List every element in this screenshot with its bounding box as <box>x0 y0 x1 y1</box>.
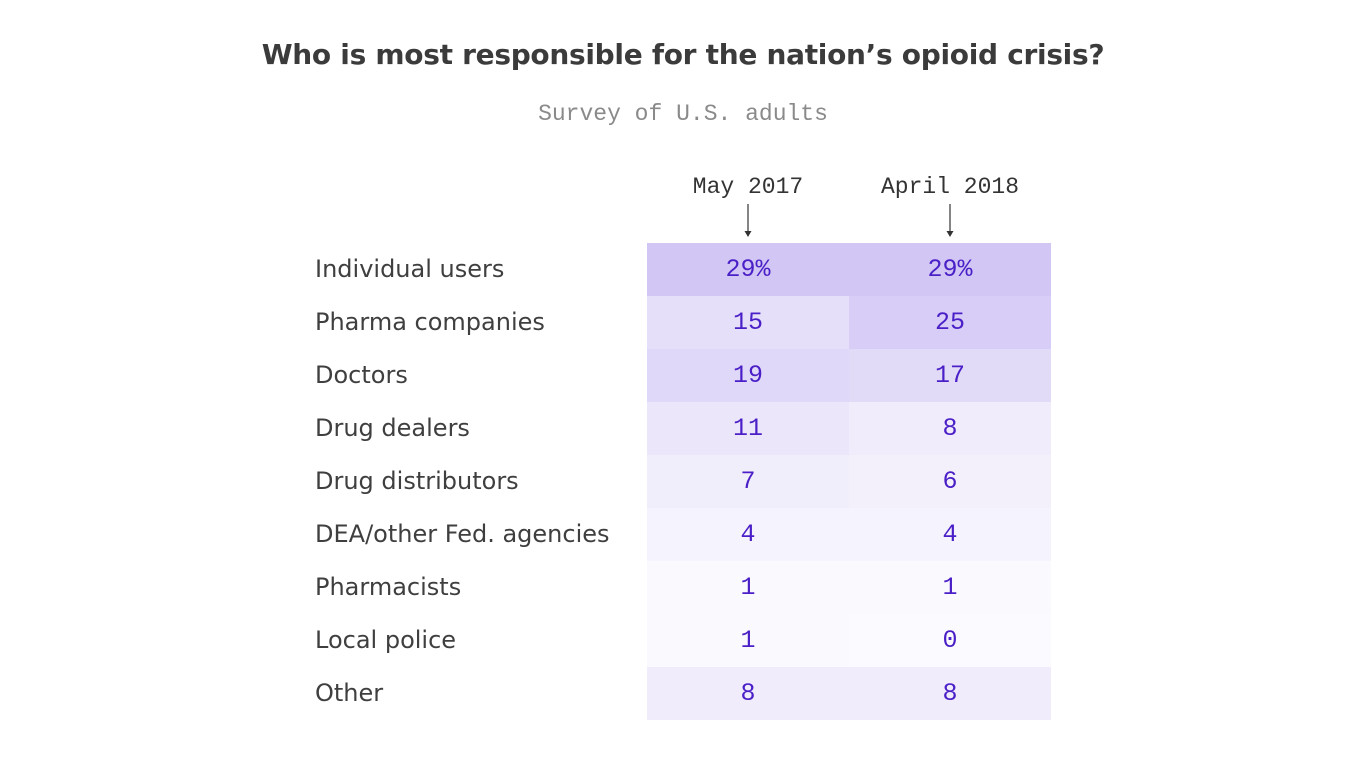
heat-cell: 25 <box>849 296 1051 349</box>
row-label: Pharma companies <box>315 308 545 336</box>
chart-title: Who is most responsible for the nation’s… <box>261 38 1105 71</box>
heat-cell: 1 <box>647 561 849 614</box>
heat-cell: 1 <box>849 561 1051 614</box>
column-header-may-2017: May 2017 <box>692 174 804 200</box>
row-label: Drug distributors <box>315 467 519 495</box>
heat-cell: 6 <box>849 455 1051 508</box>
heat-cell: 29% <box>647 243 849 296</box>
row-label: Doctors <box>315 361 408 389</box>
heat-cell: 15 <box>647 296 849 349</box>
heat-cell: 11 <box>647 402 849 455</box>
heat-cell: 0 <box>849 614 1051 667</box>
row-label: Drug dealers <box>315 414 470 442</box>
row-label: Other <box>315 679 384 707</box>
column-header-april-2018: April 2018 <box>880 174 1020 200</box>
heat-cell: 7 <box>647 455 849 508</box>
heat-cell: 29% <box>849 243 1051 296</box>
row-label: DEA/other Fed. agencies <box>315 520 610 548</box>
row-label: Pharmacists <box>315 573 462 601</box>
heat-cell: 19 <box>647 349 849 402</box>
heat-cell: 8 <box>849 402 1051 455</box>
heat-cell: 1 <box>647 614 849 667</box>
heat-cell: 4 <box>647 508 849 561</box>
row-label: Individual users <box>315 255 505 283</box>
down-arrow-icon <box>946 204 954 237</box>
heat-cell: 4 <box>849 508 1051 561</box>
heat-cell: 17 <box>849 349 1051 402</box>
row-label: Local police <box>315 626 457 654</box>
chart-subtitle: Survey of U.S. adults <box>538 101 828 127</box>
heat-cell: 8 <box>849 667 1051 720</box>
down-arrow-icon <box>744 204 752 237</box>
heat-cell: 8 <box>647 667 849 720</box>
